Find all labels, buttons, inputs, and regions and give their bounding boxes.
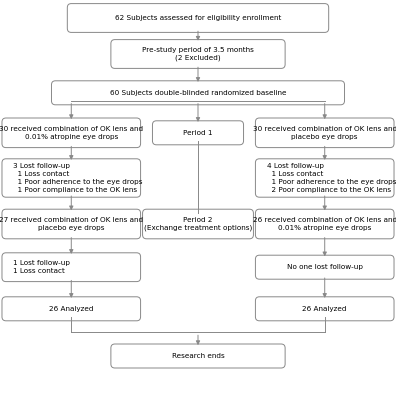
FancyBboxPatch shape <box>51 81 345 105</box>
Text: 26 Analyzed: 26 Analyzed <box>303 306 347 312</box>
Text: 26 received combination of OK lens and
0.01% atropine eye drops: 26 received combination of OK lens and 0… <box>253 217 396 231</box>
Text: 1 Lost follow-up
1 Loss contact: 1 Lost follow-up 1 Loss contact <box>13 260 70 274</box>
FancyBboxPatch shape <box>111 40 285 68</box>
Text: 62 Subjects assessed for eligibility enrollment: 62 Subjects assessed for eligibility enr… <box>115 15 281 21</box>
Text: No one lost follow-up: No one lost follow-up <box>287 264 363 270</box>
Text: Research ends: Research ends <box>171 353 225 359</box>
FancyBboxPatch shape <box>143 209 253 239</box>
Text: 26 Analyzed: 26 Analyzed <box>49 306 93 312</box>
Text: 60 Subjects double-blinded randomized baseline: 60 Subjects double-blinded randomized ba… <box>110 90 286 96</box>
FancyBboxPatch shape <box>255 209 394 239</box>
Text: 30 received combination of OK lens and
0.01% atropine eye drops: 30 received combination of OK lens and 0… <box>0 126 143 140</box>
FancyBboxPatch shape <box>2 159 141 197</box>
FancyBboxPatch shape <box>67 4 329 32</box>
Text: Period 2
(Exchange treatment options): Period 2 (Exchange treatment options) <box>144 217 252 231</box>
FancyBboxPatch shape <box>2 209 141 239</box>
FancyBboxPatch shape <box>152 121 244 145</box>
Text: 30 received combination of OK lens and
placebo eye drops: 30 received combination of OK lens and p… <box>253 126 396 140</box>
FancyBboxPatch shape <box>255 297 394 321</box>
Text: Period 1: Period 1 <box>183 130 213 136</box>
FancyBboxPatch shape <box>2 118 141 148</box>
FancyBboxPatch shape <box>255 255 394 279</box>
Text: 3 Lost follow-up
  1 Loss contact
  1 Poor adherence to the eye drops
  1 Poor c: 3 Lost follow-up 1 Loss contact 1 Poor a… <box>13 163 143 193</box>
FancyBboxPatch shape <box>255 159 394 197</box>
Text: 4 Lost follow-up
  1 Loss contact
  1 Poor adherence to the eye drops
  2 Poor c: 4 Lost follow-up 1 Loss contact 1 Poor a… <box>267 163 396 193</box>
Text: Pre-study period of 3.5 months
(2 Excluded): Pre-study period of 3.5 months (2 Exclud… <box>142 47 254 61</box>
FancyBboxPatch shape <box>2 253 141 282</box>
FancyBboxPatch shape <box>2 297 141 321</box>
Text: 27 received combination of OK lens and
placebo eye drops: 27 received combination of OK lens and p… <box>0 217 143 231</box>
FancyBboxPatch shape <box>111 344 285 368</box>
FancyBboxPatch shape <box>255 118 394 148</box>
